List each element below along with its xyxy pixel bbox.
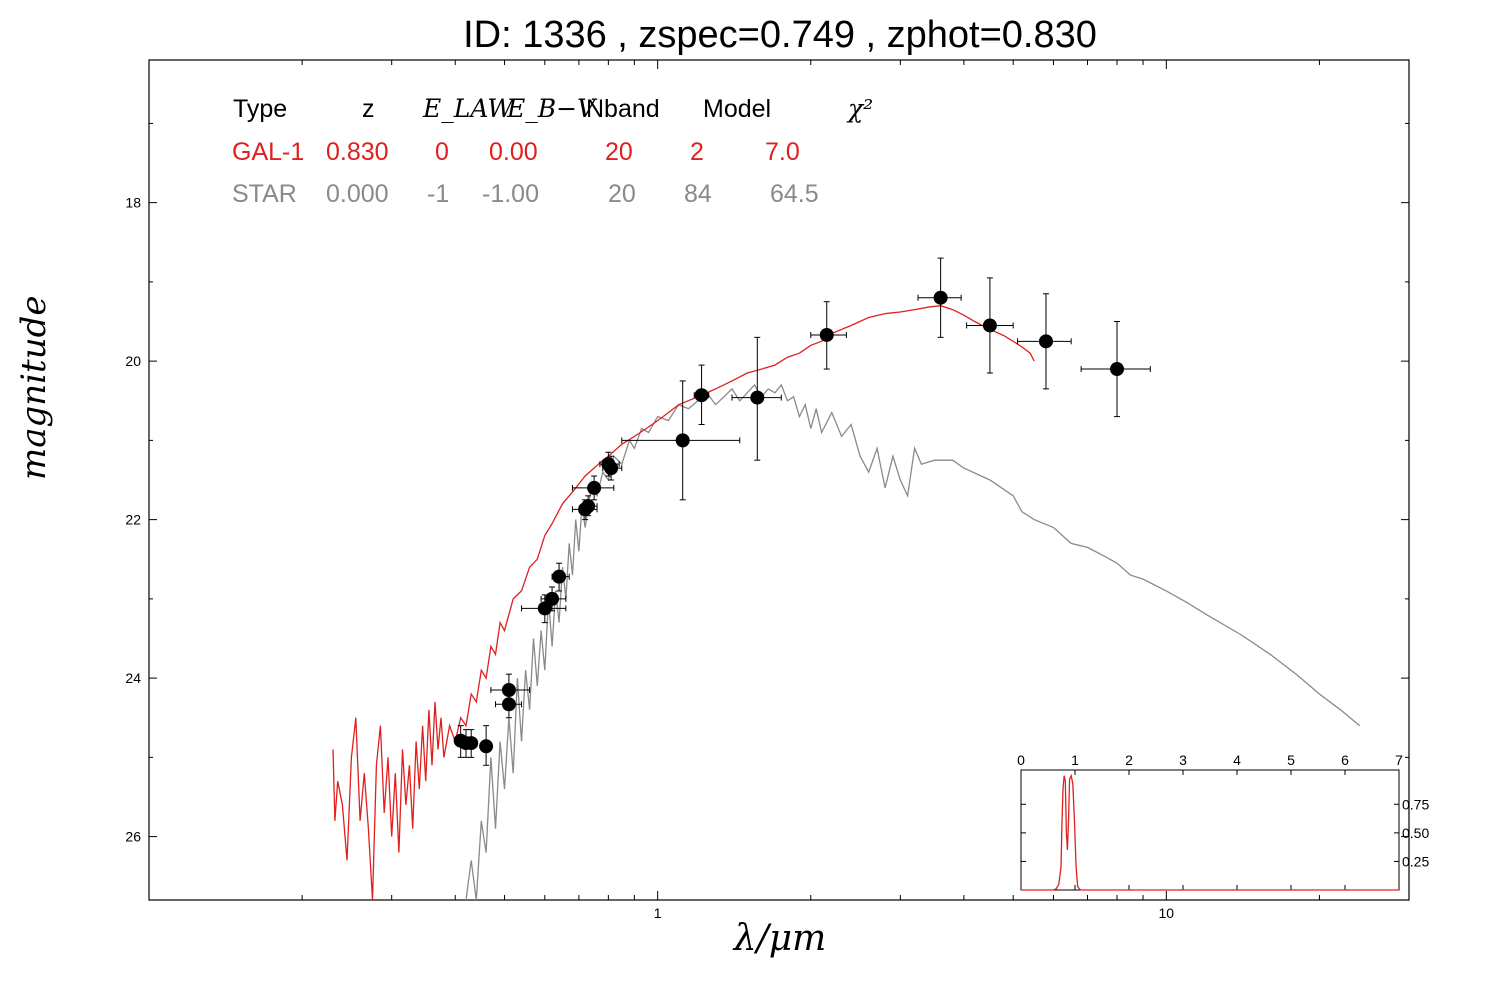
y-tick-label: 22 [125,512,141,528]
photometry-point [602,455,623,481]
inset-y-tick-label: 0.50 [1402,825,1429,841]
series-layer [332,305,1361,901]
photometry-point [917,257,962,338]
photometry-point [621,380,741,501]
data-marker [464,736,479,751]
inset-x-tick-label: 7 [1395,752,1403,768]
series-line-0 [332,305,1035,901]
y-tick-label: 24 [125,670,141,686]
data-marker [501,697,516,712]
legend-table: Type z E_LAW E_B−V Nband Model χ² GAL-1 … [232,94,873,208]
plot-frame [148,59,1410,901]
photometry-point [693,364,710,426]
data-marker [581,499,596,514]
legend-header-model: Model [703,95,771,123]
legend-row-star-type: STAR [232,180,297,208]
inset-frame [1020,769,1400,891]
legend-row-gal-chi2: 7.0 [765,138,800,166]
data-marker [545,591,560,606]
photometry-point [810,301,847,370]
legend-row-gal-ebv: 0.00 [489,138,538,166]
legend-header-nband: Nband [586,95,660,123]
legend-header-z: z [362,95,375,123]
legend-row-gal-nband: 20 [605,138,633,166]
legend-row-star-chi2: 64.5 [770,180,819,208]
photometry-point [490,673,531,703]
x-tick-label: 1 [654,905,662,921]
data-marker [933,290,948,305]
legend-row-star-ebv: -1.00 [482,180,539,208]
legend-header-chi2: χ² [846,94,873,123]
inset-y-tick-label: 0.75 [1402,796,1429,812]
data-marker [694,388,709,403]
photometry-point [551,562,570,592]
photometry-point [479,725,494,766]
data-marker [501,683,516,697]
data-marker [750,390,765,405]
data-marker [552,569,567,584]
y-tick-label: 26 [125,829,141,845]
y-tick-label: 18 [125,195,141,211]
x-tick-label: 10 [1159,905,1175,921]
data-marker [537,601,552,616]
photometry-point [521,594,567,624]
data-marker [982,318,997,333]
photometry-point [966,277,1014,374]
legend-header-type: Type [233,95,287,123]
series-line-1 [465,383,1361,901]
data-marker [1038,334,1053,349]
legend-row-gal-type: GAL-1 [232,138,304,166]
inset-x-tick-label: 5 [1287,752,1295,768]
photometry-point [581,495,598,517]
data-marker [479,739,494,754]
legend-header-elaw: E_LAW [422,94,515,123]
legend-row-gal-elaw: 0 [435,138,449,166]
inset-x-tick-label: 2 [1125,752,1133,768]
data-marker [587,480,602,495]
legend-header-ebv: E_B−V [506,94,598,123]
y-axis-label: magnitude [14,295,54,481]
photometry-point [464,729,479,758]
inset-x-tick-label: 0 [1017,752,1025,768]
photometry-point [1017,293,1072,390]
data-marker [604,461,619,476]
y-tick-label: 20 [125,353,141,369]
chart-title: ID: 1336 , zspec=0.749 , zphot=0.830 [463,14,1097,56]
x-axis: 1 10 [301,60,1410,921]
photometry-point [540,586,567,612]
data-marker [1110,362,1125,377]
inset-x-tick-label: 6 [1341,752,1349,768]
photometry-point [731,336,782,461]
inset-y-tick-label: 0.25 [1402,853,1429,869]
photometry-layer [453,257,1151,766]
inset-x-tick-label: 1 [1071,752,1079,768]
legend-row-gal-model: 2 [690,138,704,166]
inset-x-tick-label: 3 [1179,752,1187,768]
inset-pdz-line [1021,773,1399,891]
legend-row-star-model: 84 [684,180,712,208]
legend-row-star-z: 0.000 [326,180,389,208]
data-marker [675,433,690,448]
legend-row-star-nband: 20 [608,180,636,208]
photometry-point [571,475,615,501]
data-marker [819,327,834,342]
legend-row-star-elaw: -1 [427,180,449,208]
x-axis-label: λ/μm [733,918,827,959]
photometry-point [1080,321,1151,418]
legend-row-gal-z: 0.830 [326,138,389,166]
pdz-inset: 0 1 2 3 4 5 6 7 0.25 0.50 0.75 [1017,752,1429,891]
inset-x-tick-label: 4 [1233,752,1241,768]
inset-axes: 0 1 2 3 4 5 6 7 0.25 0.50 0.75 [1017,752,1429,890]
